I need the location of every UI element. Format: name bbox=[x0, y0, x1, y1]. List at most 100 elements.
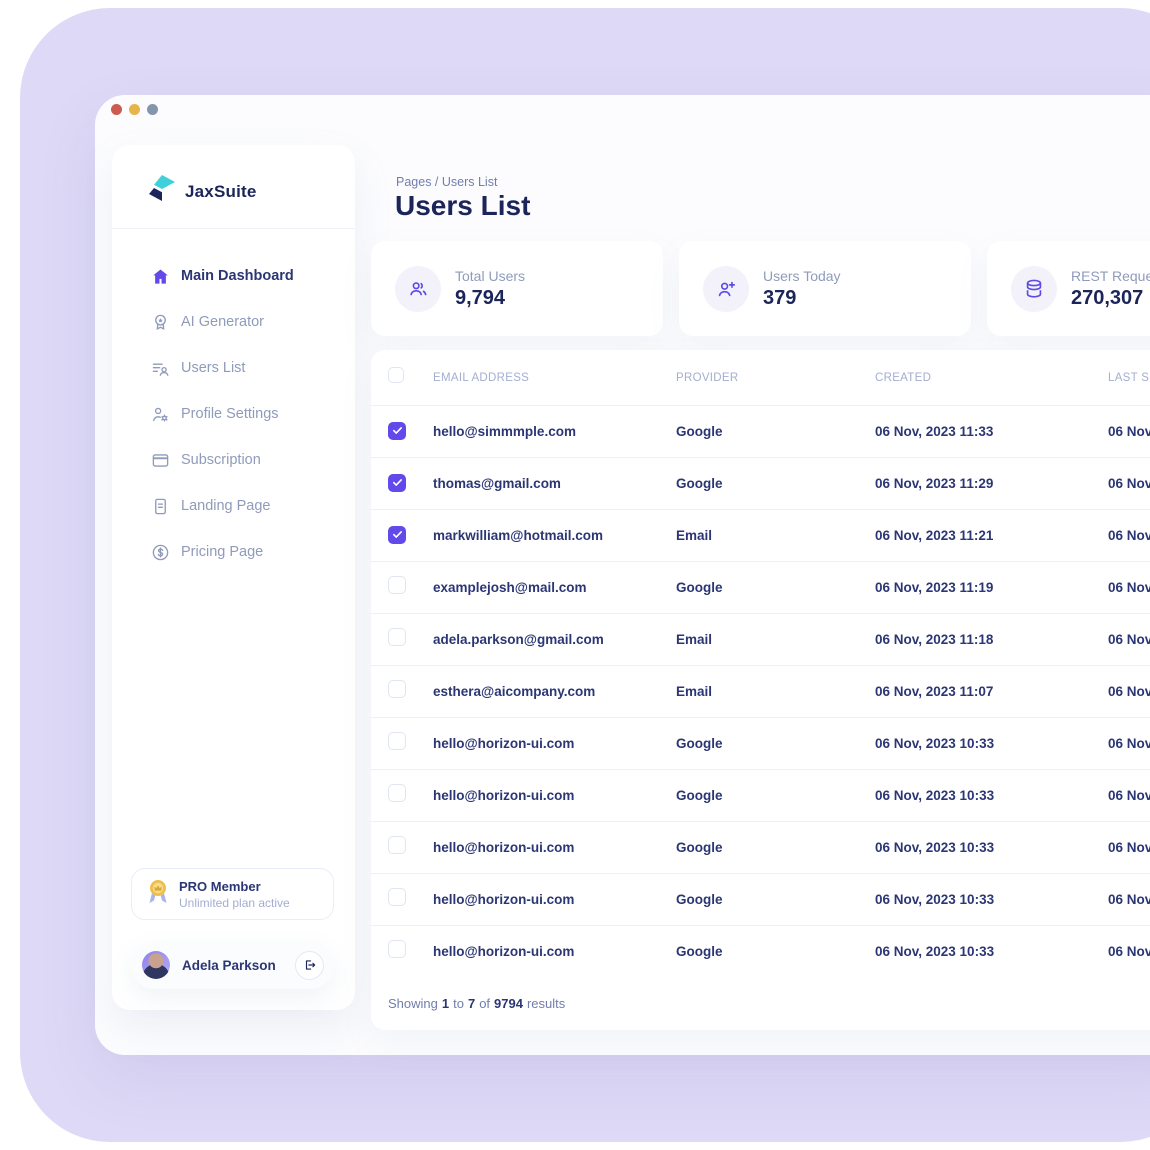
stat-value: 379 bbox=[763, 286, 797, 309]
table-row: hello@horizon-ui.com Google 06 Nov, 2023… bbox=[371, 769, 1150, 821]
users-list-icon bbox=[150, 358, 170, 378]
close-window-icon[interactable] bbox=[111, 104, 122, 115]
medal-icon bbox=[146, 878, 170, 911]
sidebar-item-label: Profile Settings bbox=[181, 406, 279, 422]
table-row: adela.parkson@gmail.com Email 06 Nov, 20… bbox=[371, 613, 1150, 665]
cell-provider: Google bbox=[676, 424, 723, 439]
app-window: JaxSuite Main Dashboard AI Generator U bbox=[95, 95, 1150, 1055]
sidebar-item-label: Main Dashboard bbox=[181, 268, 294, 284]
pro-member-title: PRO Member bbox=[179, 878, 261, 894]
results-text: results bbox=[526, 996, 566, 1011]
user-add-icon bbox=[703, 265, 749, 312]
row-checkbox[interactable] bbox=[388, 525, 406, 544]
sidebar: JaxSuite Main Dashboard AI Generator U bbox=[112, 145, 355, 1010]
cell-created: 06 Nov, 2023 11:29 bbox=[875, 476, 994, 491]
cell-last-sign-in: 06 Nov, 2023 bbox=[1108, 632, 1150, 647]
checkmark-icon bbox=[392, 427, 402, 435]
column-header-last-sign-in[interactable]: LAST SIGN IN bbox=[1108, 371, 1150, 384]
cell-created: 06 Nov, 2023 10:33 bbox=[875, 788, 995, 803]
table-row: markwilliam@hotmail.com Email 06 Nov, 20… bbox=[371, 509, 1150, 561]
row-checkbox[interactable] bbox=[388, 784, 406, 802]
cell-created: 06 Nov, 2023 10:33 bbox=[875, 892, 995, 907]
cell-email: esthera@aicompany.com bbox=[433, 684, 596, 699]
row-checkbox[interactable] bbox=[388, 836, 406, 854]
cell-last-sign-in: 06 Nov, 2023 bbox=[1108, 476, 1150, 491]
stat-cards: Total Users 9,794 Users Today 379 REST R… bbox=[371, 241, 1150, 336]
cell-provider: Google bbox=[676, 944, 723, 959]
dollar-circle-icon bbox=[150, 542, 170, 562]
cell-created: 06 Nov, 2023 11:33 bbox=[875, 424, 994, 439]
table-row: thomas@gmail.com Google 06 Nov, 2023 11:… bbox=[371, 457, 1150, 509]
cell-email: examplejosh@mail.com bbox=[433, 580, 587, 595]
cell-last-sign-in: 06 Nov, 2023 bbox=[1108, 580, 1150, 595]
results-text: Showing bbox=[388, 996, 438, 1011]
row-checkbox[interactable] bbox=[388, 628, 406, 646]
row-checkbox[interactable] bbox=[388, 576, 406, 594]
results-text: to bbox=[453, 996, 464, 1011]
sidebar-item-pricing-page[interactable]: Pricing Page bbox=[112, 529, 355, 575]
sidebar-item-label: AI Generator bbox=[181, 314, 265, 330]
stat-card-total-users: Total Users 9,794 bbox=[371, 241, 663, 336]
column-header-created[interactable]: CREATED bbox=[875, 371, 932, 384]
cell-provider: Google bbox=[676, 476, 723, 491]
sidebar-item-profile-settings[interactable]: Profile Settings bbox=[112, 391, 355, 437]
select-all-checkbox[interactable] bbox=[388, 367, 404, 383]
award-icon bbox=[150, 312, 170, 332]
row-checkbox[interactable] bbox=[388, 940, 406, 958]
sidebar-nav: Main Dashboard AI Generator Users List P… bbox=[112, 253, 355, 575]
credit-card-icon bbox=[150, 450, 170, 470]
table-row: hello@horizon-ui.com Google 06 Nov, 2023… bbox=[371, 873, 1150, 925]
window-controls bbox=[111, 104, 158, 115]
minimize-window-icon[interactable] bbox=[129, 104, 140, 115]
row-checkbox[interactable] bbox=[388, 421, 406, 440]
cell-created: 06 Nov, 2023 10:33 bbox=[875, 736, 995, 751]
cell-provider: Email bbox=[676, 632, 713, 647]
logout-button[interactable] bbox=[295, 950, 324, 980]
sidebar-item-subscription[interactable]: Subscription bbox=[112, 437, 355, 483]
table-row: hello@horizon-ui.com Google 06 Nov, 2023… bbox=[371, 925, 1150, 977]
user-profile-pill[interactable]: Adela Parkson bbox=[131, 941, 334, 989]
breadcrumb[interactable]: Pages / Users List bbox=[396, 175, 498, 189]
checkmark-icon bbox=[392, 479, 402, 487]
cell-created: 06 Nov, 2023 11:18 bbox=[875, 632, 994, 647]
sidebar-item-landing-page[interactable]: Landing Page bbox=[112, 483, 355, 529]
document-icon bbox=[150, 496, 170, 516]
brand-logo[interactable]: JaxSuite bbox=[149, 175, 257, 208]
cell-email: hello@horizon-ui.com bbox=[433, 892, 575, 907]
database-icon bbox=[1011, 265, 1057, 312]
table-row: hello@horizon-ui.com Google 06 Nov, 2023… bbox=[371, 821, 1150, 873]
cell-created: 06 Nov, 2023 11:21 bbox=[875, 528, 994, 543]
cell-last-sign-in: 06 Nov, 2023 bbox=[1108, 424, 1150, 439]
cell-provider: Email bbox=[676, 684, 713, 699]
user-name: Adela Parkson bbox=[182, 957, 276, 973]
sidebar-item-main-dashboard[interactable]: Main Dashboard bbox=[112, 253, 355, 299]
table-body: hello@simmmple.com Google 06 Nov, 2023 1… bbox=[371, 405, 1150, 977]
cell-provider: Email bbox=[676, 528, 713, 543]
sidebar-item-label: Subscription bbox=[181, 452, 261, 468]
sidebar-item-label: Users List bbox=[181, 360, 246, 376]
table-footer: Showing 1 to 7 of 9794 results bbox=[371, 977, 1150, 1030]
row-checkbox[interactable] bbox=[388, 680, 406, 698]
column-header-provider[interactable]: PROVIDER bbox=[676, 371, 739, 384]
page-title: Users List bbox=[395, 190, 531, 221]
row-checkbox[interactable] bbox=[388, 473, 406, 492]
cell-created: 06 Nov, 2023 10:33 bbox=[875, 944, 995, 959]
stat-card-rest-requests: REST Requests 270,307 bbox=[987, 241, 1150, 336]
results-to: 7 bbox=[467, 996, 476, 1011]
sidebar-divider bbox=[112, 228, 355, 229]
sidebar-item-ai-generator[interactable]: AI Generator bbox=[112, 299, 355, 345]
column-header-email[interactable]: EMAIL ADDRESS bbox=[433, 371, 530, 384]
pro-member-card: PRO Member Unlimited plan active bbox=[131, 868, 334, 920]
row-checkbox[interactable] bbox=[388, 732, 406, 750]
sidebar-item-users-list[interactable]: Users List bbox=[112, 345, 355, 391]
cell-created: 06 Nov, 2023 11:07 bbox=[875, 684, 994, 699]
cell-email: hello@horizon-ui.com bbox=[433, 736, 575, 751]
table-row: hello@horizon-ui.com Google 06 Nov, 2023… bbox=[371, 717, 1150, 769]
table-row: examplejosh@mail.com Google 06 Nov, 2023… bbox=[371, 561, 1150, 613]
row-checkbox[interactable] bbox=[388, 888, 406, 906]
cell-last-sign-in: 06 Nov, 2023 bbox=[1108, 892, 1150, 907]
results-from: 1 bbox=[441, 996, 450, 1011]
maximize-window-icon[interactable] bbox=[147, 104, 158, 115]
cell-last-sign-in: 06 Nov, 2023 bbox=[1108, 840, 1150, 855]
users-icon bbox=[395, 265, 441, 312]
